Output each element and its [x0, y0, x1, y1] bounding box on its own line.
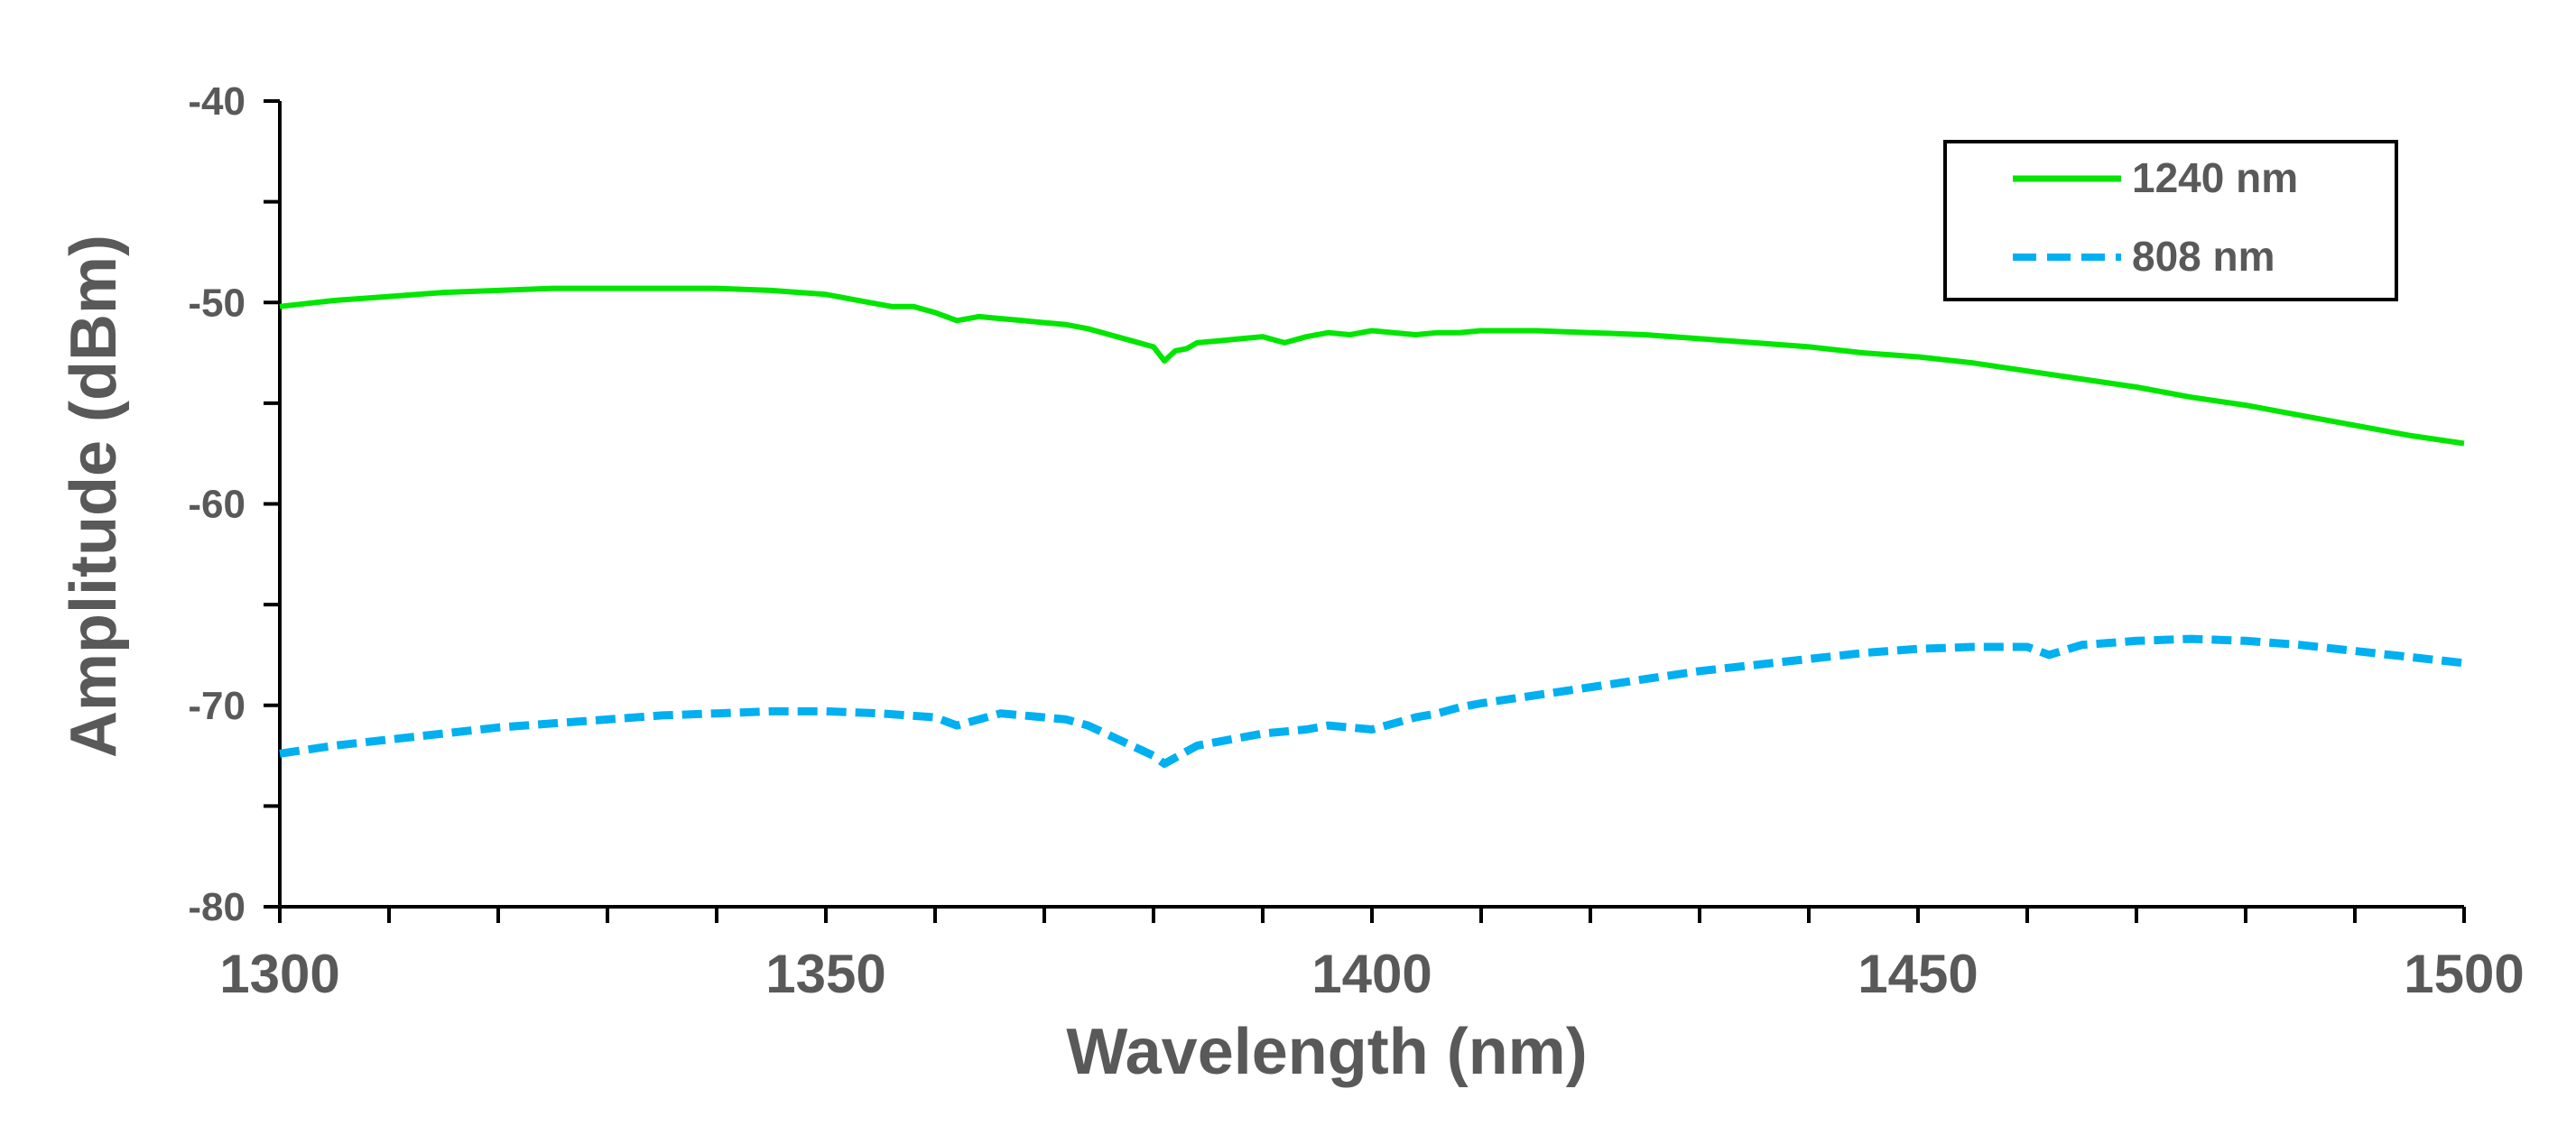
x-tick-label: 1450 — [1858, 944, 1978, 1004]
legend-label-1240nm: 1240 nm — [2132, 154, 2298, 201]
tick-labels: 1300 1350 1400 1450 1500 -40 -50 -60 -70 -80 — [188, 79, 2524, 1004]
series-line-808nm — [279, 634, 2465, 768]
legend-box — [1943, 140, 2398, 301]
x-tick-label: 1400 — [1311, 944, 1432, 1004]
series-line-1240nm — [279, 285, 2465, 447]
legend: 1240 nm 808 nm — [1943, 140, 2398, 301]
x-tick-label: 1350 — [765, 944, 885, 1004]
y-tick-label: -70 — [188, 684, 246, 728]
y-tick-label: -40 — [188, 79, 246, 124]
x-axis-title: Wavelength (nm) — [1066, 1016, 1587, 1088]
x-tick-label: 1300 — [219, 944, 339, 1004]
y-axis-title: Amplitude (dBm) — [58, 235, 130, 758]
y-tick-label: -60 — [188, 483, 246, 527]
series-layer — [279, 285, 2465, 768]
x-tick-label: 1500 — [2404, 944, 2524, 1004]
legend-label-808nm: 808 nm — [2132, 233, 2275, 280]
axes — [264, 99, 2466, 923]
y-tick-label: -50 — [188, 281, 246, 325]
y-tick-label: -80 — [188, 885, 246, 929]
